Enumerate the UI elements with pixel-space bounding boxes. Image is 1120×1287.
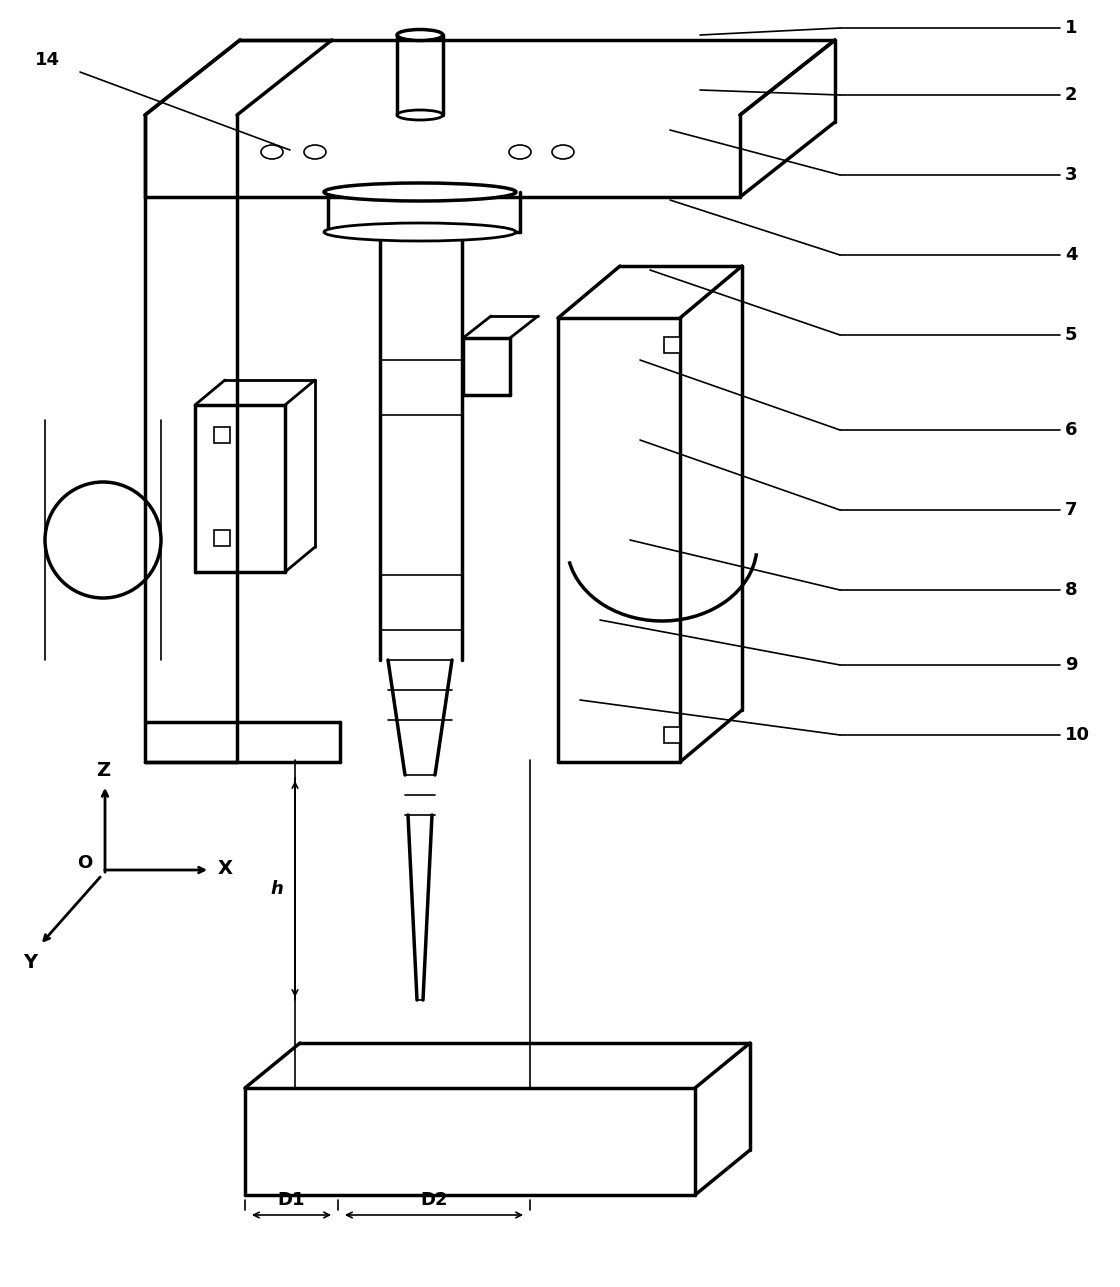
Bar: [664, 337, 680, 353]
Text: 4: 4: [1065, 246, 1077, 264]
Text: 1: 1: [1065, 19, 1077, 37]
Text: 2: 2: [1065, 86, 1077, 104]
Ellipse shape: [324, 223, 516, 241]
Text: 3: 3: [1065, 166, 1077, 184]
Text: Y: Y: [22, 952, 37, 972]
Ellipse shape: [396, 30, 444, 40]
Text: D1: D1: [278, 1190, 306, 1208]
Text: 8: 8: [1065, 580, 1077, 598]
Ellipse shape: [324, 183, 516, 201]
Text: O: O: [77, 855, 93, 873]
Text: 7: 7: [1065, 501, 1077, 519]
Bar: [664, 727, 680, 743]
Text: 6: 6: [1065, 421, 1077, 439]
Ellipse shape: [396, 109, 444, 120]
Text: Z: Z: [96, 761, 110, 780]
Text: 10: 10: [1065, 726, 1090, 744]
Bar: [214, 530, 230, 546]
Text: D2: D2: [420, 1190, 448, 1208]
Text: h: h: [270, 880, 283, 898]
Text: 14: 14: [35, 51, 60, 69]
Text: 9: 9: [1065, 656, 1077, 674]
Bar: [214, 427, 230, 443]
Text: X: X: [217, 858, 233, 878]
Text: 5: 5: [1065, 326, 1077, 344]
